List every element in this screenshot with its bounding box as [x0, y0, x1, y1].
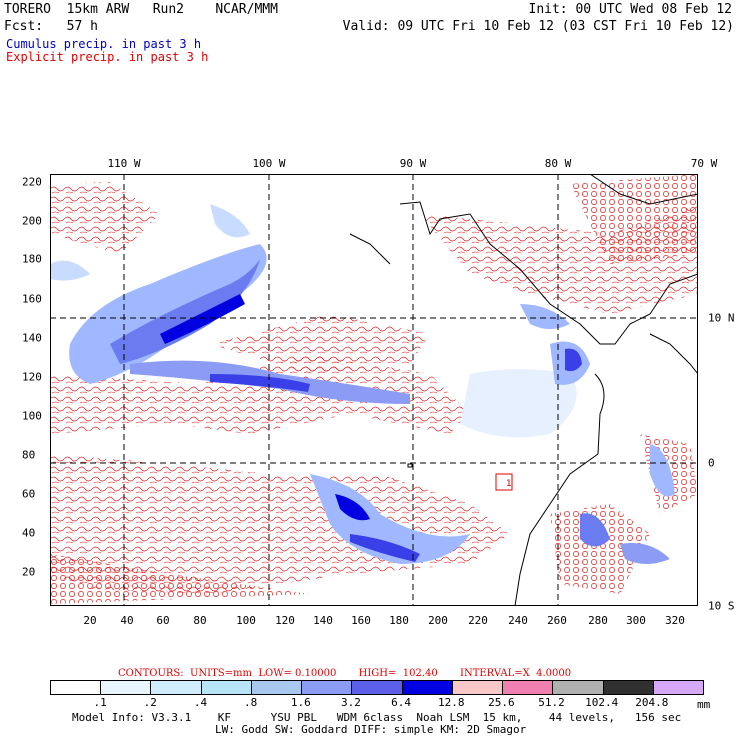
- x-tick: 40: [120, 614, 134, 627]
- colorbar-swatch: [251, 681, 303, 694]
- x-tick: 220: [468, 614, 488, 627]
- colorbar-label: 1.6: [290, 696, 311, 709]
- lon-label-100w: 100 W: [252, 157, 286, 170]
- y-tick: 220: [22, 175, 42, 189]
- forecast-hour: Fcst: 57 h: [4, 19, 98, 34]
- lat-label-10s: 10 S: [708, 599, 735, 613]
- x-tick: 100: [236, 614, 256, 627]
- y-tick: 180: [22, 252, 42, 266]
- x-tick: 280: [588, 614, 608, 627]
- x-tick: 120: [275, 614, 295, 627]
- y-tick: 40: [22, 526, 36, 540]
- init-time: Init: 00 UTC Wed 08 Feb 12: [528, 2, 733, 17]
- explicit-precip-label: Explicit precip. in past 3 h: [6, 50, 209, 64]
- colorbar-label: .8: [243, 696, 258, 709]
- colorbar-label: .2: [143, 696, 157, 709]
- colorbar-swatch: [51, 681, 102, 694]
- coastlines: [349, 174, 698, 606]
- x-tick: 300: [626, 614, 646, 627]
- lat-lon-grid: [50, 174, 698, 606]
- colorbar-swatch: [653, 681, 704, 694]
- y-tick: 80: [22, 448, 36, 462]
- x-tick: 160: [351, 614, 371, 627]
- colorbar-swatch: [452, 681, 504, 694]
- colorbar-label: 204.8: [635, 696, 669, 709]
- colorbar-units: mm: [697, 698, 711, 711]
- colorbar-swatch: [302, 681, 353, 694]
- x-tick: 80: [193, 614, 207, 627]
- cumulus-precip-label: Cumulus precip. in past 3 h: [6, 37, 202, 51]
- colorbar-swatch: [402, 681, 453, 694]
- colorbar-label: 25.6: [488, 696, 515, 709]
- colorbar-label: 12.8: [437, 696, 465, 709]
- y-tick: 60: [22, 487, 36, 501]
- explicit-precip-contours: [50, 174, 698, 604]
- y-tick: 200: [22, 214, 42, 228]
- x-tick: 240: [508, 614, 528, 627]
- precipitation-map: 1: [50, 174, 698, 606]
- lon-label-80w: 80 W: [544, 157, 572, 170]
- x-tick: 140: [313, 614, 333, 627]
- y-tick: 100: [22, 409, 42, 423]
- y-tick: 20: [22, 565, 36, 579]
- colorbar-swatch: [201, 681, 252, 694]
- colorbar-swatch: [101, 681, 152, 694]
- colorbar-swatch: [553, 681, 604, 694]
- cumulus-precip-shading: [50, 204, 675, 564]
- colorbar-label: 6.4: [391, 696, 411, 709]
- x-tick: 200: [428, 614, 448, 627]
- y-tick: 120: [22, 370, 42, 384]
- colorbar-label: 3.2: [340, 696, 361, 709]
- colorbar-swatch: [151, 681, 202, 694]
- model-info: Model Info: V3.3.1 KF YSU PBL WDM 6class…: [72, 711, 682, 724]
- colorbar-label: .4: [193, 696, 208, 709]
- station-label: 1: [506, 479, 512, 489]
- x-tick: 320: [665, 614, 685, 627]
- y-tick: 140: [22, 331, 42, 345]
- y-tick: 160: [22, 292, 42, 306]
- x-tick: 20: [83, 614, 97, 627]
- contour-info: CONTOURS: UNITS=mm LOW= 0.10000 HIGH= 10…: [118, 668, 572, 679]
- model-title: TORERO 15km ARW Run2 NCAR/MMM: [4, 2, 278, 17]
- lon-label-70w: 70 W: [690, 157, 718, 170]
- colorbar: [50, 680, 704, 695]
- colorbar-label: .1: [93, 696, 107, 709]
- physics-info: LW: Godd SW: Goddard DIFF: simple KM: 2D…: [215, 723, 527, 736]
- lat-label-0: 0: [708, 456, 715, 470]
- colorbar-swatch: [352, 681, 403, 694]
- x-tick: 260: [547, 614, 567, 627]
- lon-label-90w: 90 W: [399, 157, 427, 170]
- station-marker: [495, 473, 513, 491]
- colorbar-label: 51.2: [538, 696, 565, 709]
- x-tick: 180: [389, 614, 409, 627]
- valid-time: Valid: 09 UTC Fri 10 Feb 12 (03 CST Fri …: [342, 19, 734, 34]
- x-tick: 60: [156, 614, 170, 627]
- lat-label-10n: 10 N: [708, 311, 735, 325]
- lon-label-110w: 110 W: [107, 157, 141, 170]
- colorbar-swatch: [603, 681, 654, 694]
- colorbar-swatch: [503, 681, 554, 694]
- colorbar-label: 102.4: [585, 696, 619, 709]
